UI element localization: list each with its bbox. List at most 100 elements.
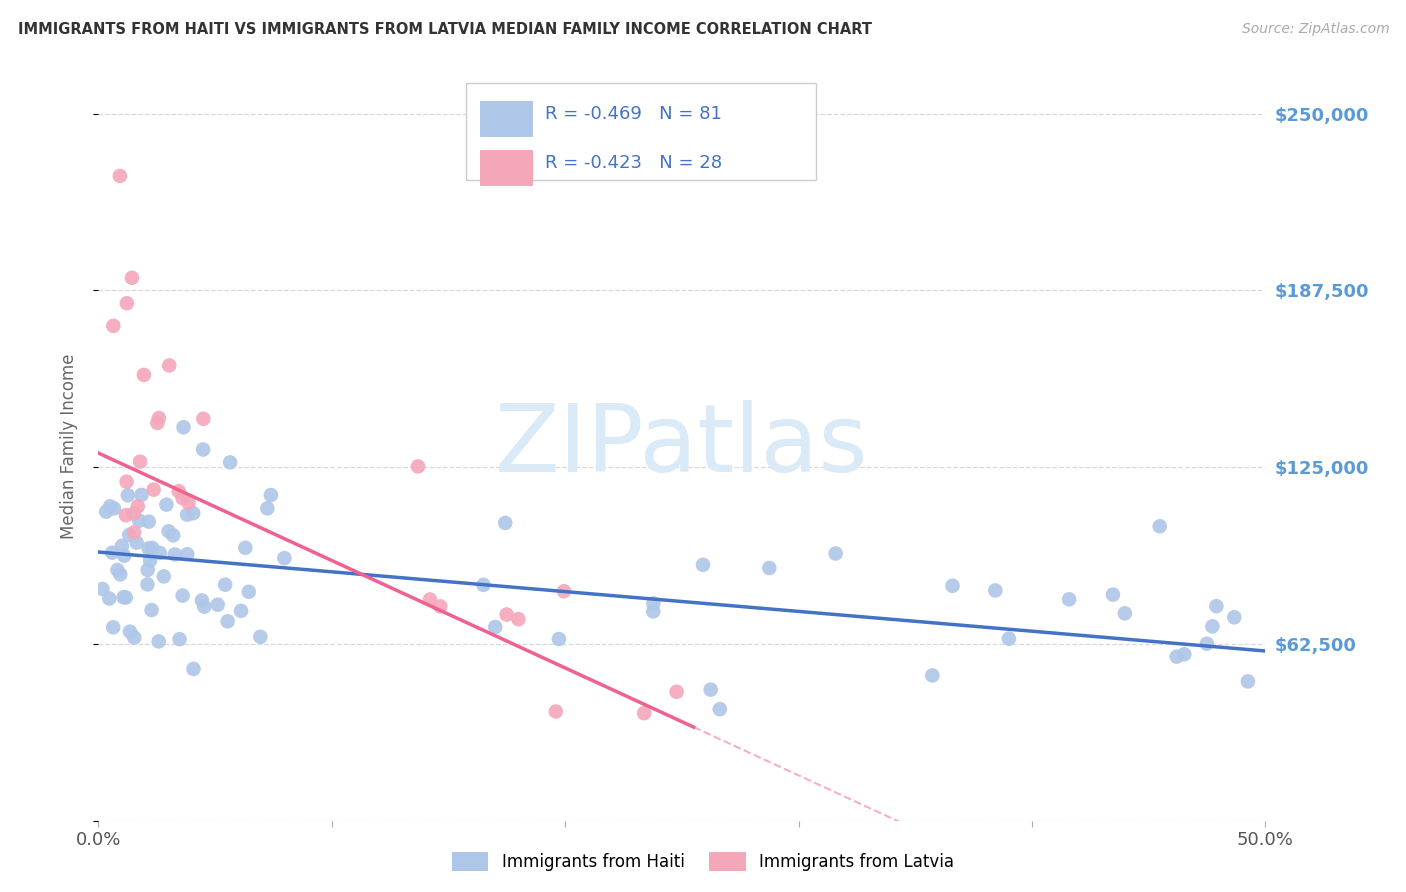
Point — [1223, 610, 1246, 624]
Point — [115, 508, 138, 523]
Point — [148, 634, 170, 648]
Point — [1149, 519, 1171, 533]
Text: R = -0.469   N = 81: R = -0.469 N = 81 — [546, 105, 723, 123]
Point — [191, 593, 214, 607]
Point — [1201, 619, 1223, 633]
Point — [429, 599, 451, 614]
Point — [1195, 637, 1218, 651]
Point — [98, 591, 121, 606]
Point — [153, 569, 176, 583]
Point — [709, 702, 731, 716]
Point — [193, 411, 215, 425]
Point — [273, 551, 295, 566]
Point — [633, 706, 655, 721]
Point — [256, 501, 278, 516]
Point — [217, 615, 239, 629]
Point — [249, 630, 271, 644]
Point — [207, 598, 229, 612]
Point — [553, 584, 575, 599]
Point — [665, 685, 688, 699]
Point — [146, 416, 169, 430]
Point — [115, 475, 138, 489]
Point — [108, 169, 131, 183]
Point — [139, 554, 162, 568]
Point — [1205, 599, 1227, 614]
Point — [229, 604, 252, 618]
Point — [138, 515, 160, 529]
Point — [544, 705, 567, 719]
Text: Source: ZipAtlas.com: Source: ZipAtlas.com — [1241, 22, 1389, 37]
Point — [112, 549, 135, 563]
Point — [1166, 649, 1188, 664]
Point — [162, 528, 184, 542]
Point — [121, 270, 143, 285]
Point — [101, 546, 124, 560]
Y-axis label: Median Family Income: Median Family Income — [59, 353, 77, 539]
Point — [112, 591, 135, 605]
Point — [141, 541, 163, 555]
Point — [131, 488, 153, 502]
Point — [643, 604, 665, 618]
Text: IMMIGRANTS FROM HAITI VS IMMIGRANTS FROM LATVIA MEDIAN FAMILY INCOME CORRELATION: IMMIGRANTS FROM HAITI VS IMMIGRANTS FROM… — [18, 22, 872, 37]
Point — [692, 558, 714, 572]
Point — [127, 500, 149, 514]
Text: R = -0.423   N = 28: R = -0.423 N = 28 — [546, 153, 723, 172]
Point — [183, 662, 205, 676]
Point — [169, 632, 191, 647]
Point — [122, 525, 145, 540]
Point — [107, 563, 129, 577]
Point — [138, 541, 160, 556]
Point — [214, 577, 236, 591]
Point — [191, 442, 214, 457]
Point — [484, 620, 506, 634]
Point — [136, 563, 159, 577]
Point — [94, 505, 117, 519]
Point — [163, 548, 186, 562]
Point — [1102, 588, 1125, 602]
Point — [157, 524, 180, 539]
Point — [406, 459, 429, 474]
Point — [941, 579, 963, 593]
Point — [984, 583, 1007, 598]
Point — [758, 561, 780, 575]
FancyBboxPatch shape — [479, 102, 533, 137]
Point — [181, 506, 204, 520]
Point — [219, 455, 242, 469]
Point — [1114, 607, 1136, 621]
Point — [132, 368, 155, 382]
Point — [172, 491, 194, 505]
Point — [173, 420, 195, 434]
Point — [998, 632, 1021, 646]
Point — [110, 567, 132, 582]
Point — [103, 318, 125, 333]
Point — [115, 296, 138, 310]
Point — [1237, 674, 1260, 689]
Point — [136, 577, 159, 591]
Point — [114, 591, 136, 605]
Point — [419, 592, 441, 607]
Point — [91, 582, 114, 596]
Point — [921, 668, 943, 682]
Point — [494, 516, 516, 530]
FancyBboxPatch shape — [479, 150, 533, 186]
Point — [117, 488, 139, 502]
Point — [148, 411, 170, 425]
Legend: Immigrants from Haiti, Immigrants from Latvia: Immigrants from Haiti, Immigrants from L… — [443, 843, 963, 880]
Point — [824, 547, 846, 561]
Point — [128, 514, 150, 528]
Point — [122, 631, 145, 645]
Point — [643, 596, 665, 610]
Point — [508, 612, 530, 626]
Point — [1173, 648, 1195, 662]
Point — [118, 528, 141, 542]
Point — [118, 624, 141, 639]
Point — [149, 546, 172, 560]
Point — [142, 483, 165, 497]
Point — [125, 535, 148, 549]
Point — [238, 584, 260, 599]
Point — [547, 632, 569, 646]
Point — [141, 603, 163, 617]
Point — [111, 539, 134, 553]
Point — [472, 578, 495, 592]
Point — [172, 589, 194, 603]
